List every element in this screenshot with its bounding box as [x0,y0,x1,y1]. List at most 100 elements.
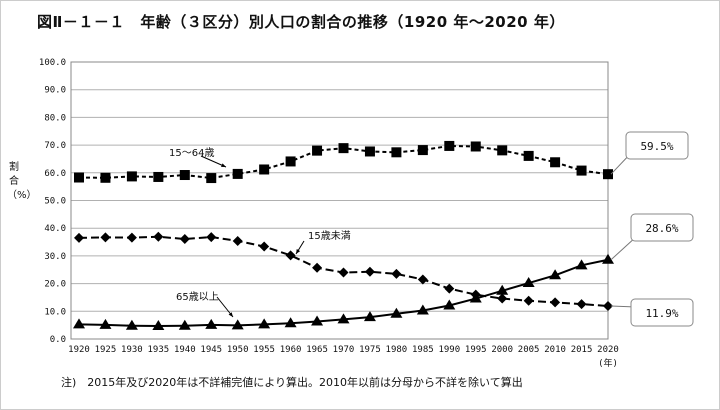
data-point-triangle [496,284,509,295]
data-point-triangle [337,313,350,324]
data-point-square [338,143,349,154]
data-point-triangle [152,319,165,330]
data-point-diamond [285,250,296,261]
data-point-triangle [443,299,456,310]
data-point-triangle [602,253,614,264]
x-tick-label: 1960 [280,345,302,355]
y-tick-label: 40.0 [44,224,66,234]
data-point-triangle [258,318,271,329]
x-tick-label: 1945 [200,345,222,355]
data-point-square [364,146,375,157]
y-tick-label: 100.0 [39,58,66,68]
data-point-diamond [338,267,349,278]
x-tick-label: 1935 [148,345,170,355]
data-point-triangle [205,318,218,329]
data-point-diamond [100,232,111,243]
x-tick-label: 1985 [412,345,434,355]
data-point-diamond [603,301,613,312]
data-point-square [444,140,455,151]
x-tick-label: 1950 [227,345,249,355]
y-tick-label: 60.0 [44,169,66,179]
x-tick-label: 1980 [386,345,408,355]
callout-box [630,298,694,327]
y-tick-label: 70.0 [44,141,66,151]
data-point-triangle [416,304,429,315]
callout-value: 59.5% [640,140,673,153]
data-point-diamond [550,297,561,308]
data-point-diamond [312,262,323,273]
y-tick-label: 0.0 [50,335,66,345]
footnote: 注) 2015年及び2020年は不詳補完値により算出。2010年以前は分母から不… [61,376,523,389]
data-point-square [153,171,164,182]
series-label: 15～64歳 [169,147,214,159]
data-point-diamond [391,268,402,279]
data-point-square [497,145,508,156]
x-tick-label: 1970 [333,345,355,355]
x-tick-label: 1920 [68,345,90,355]
data-point-square [391,147,402,158]
series-label: 15歳未満 [308,230,351,242]
data-point-diamond [364,266,375,277]
data-point-triangle [99,318,112,329]
data-point-diamond [576,299,587,310]
x-tick-label: 2010 [544,345,566,355]
arrow-head-icon [221,163,226,167]
data-point-square [285,156,296,167]
data-point-square [603,169,613,180]
arrow-head-icon [228,312,233,317]
x-tick-label: 1925 [95,345,117,355]
data-point-triangle [284,317,297,328]
data-point-diamond [153,231,164,242]
data-point-square [206,173,217,184]
data-point-triangle [178,319,191,330]
y-tick-label: 30.0 [44,252,66,262]
callout-box [625,131,689,160]
chart-title: 図Ⅱ－１－１ 年齢（３区分）別人口の割合の推移（1920 年～2020 年） [37,13,565,31]
x-tick-label: 1965 [306,345,328,355]
data-point-square [417,145,428,156]
y-tick-label: 80.0 [44,113,66,123]
data-point-triangle [522,277,535,288]
y-tick-label: 90.0 [44,86,66,96]
x-tick-label: 1990 [438,345,460,355]
data-point-square [126,171,137,182]
data-point-diamond [179,234,190,245]
data-point-triangle [311,315,324,326]
data-point-square [74,172,84,183]
x-tick-label: 2005 [518,345,540,355]
x-tick-label: 2020 [597,345,619,355]
data-point-diamond [259,241,270,252]
data-point-square [470,141,481,152]
data-point-square [179,170,190,181]
data-point-square [259,164,270,175]
data-point-diamond [417,274,428,285]
x-tick-label: 1975 [359,345,381,355]
callout-value: 11.9% [645,307,678,320]
data-point-triangle [390,307,403,318]
arrow-head-icon [296,249,301,254]
x-axis-label: (年) [598,357,618,369]
x-tick-label: 1940 [174,345,196,355]
data-point-triangle [73,318,85,329]
y-tick-label: 50.0 [44,197,66,207]
data-point-square [523,150,534,161]
x-tick-label: 1930 [121,345,143,355]
callout-box [630,213,694,242]
data-point-diamond [444,283,455,294]
data-point-triangle [231,319,244,330]
data-point-diamond [497,293,508,304]
data-point-diamond [523,295,534,306]
data-point-square [100,172,111,183]
data-point-diamond [126,232,137,243]
data-point-square [312,145,323,156]
data-point-diamond [232,235,243,246]
data-point-triangle [575,259,588,270]
data-point-diamond [74,232,84,243]
series-label: 65歳以上 [176,291,219,303]
data-point-triangle [363,311,376,322]
data-point-square [232,168,243,179]
x-tick-label: 2015 [571,345,593,355]
y-tick-label: 20.0 [44,280,66,290]
